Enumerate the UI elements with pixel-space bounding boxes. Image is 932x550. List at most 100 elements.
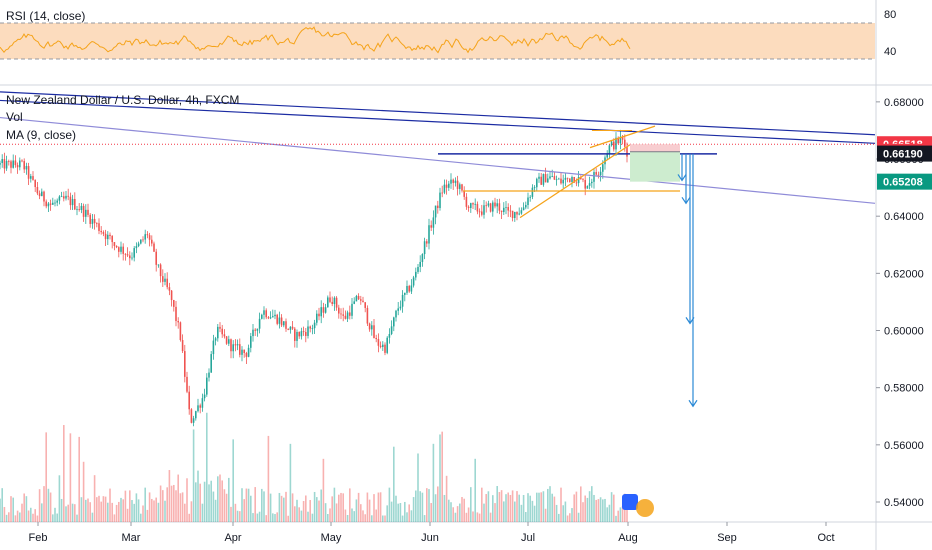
volume-bar [100, 501, 102, 522]
candle-body [459, 184, 461, 189]
candle-body [124, 253, 127, 255]
volume-bar [151, 498, 153, 522]
candle-body [245, 352, 248, 357]
volume-bar [580, 486, 582, 522]
candle-body [529, 196, 531, 198]
volume-bar [586, 497, 589, 522]
volume-bar [415, 490, 417, 522]
volume-bar [184, 503, 186, 522]
ma-legend: MA (9, close) [6, 128, 76, 142]
candle-body [291, 326, 294, 329]
rsi-tick-40: 40 [884, 46, 896, 58]
volume-bar [474, 458, 476, 522]
volume-bar [481, 487, 483, 522]
candle-body [478, 211, 481, 213]
volume-bar [210, 480, 212, 522]
rsi-label: RSI (14, close) [6, 9, 85, 23]
volume-bar [85, 499, 87, 522]
candle-body [30, 176, 32, 179]
candle-body [527, 197, 529, 206]
volume-bar [368, 499, 371, 522]
candle-body [173, 300, 175, 307]
candle-body [272, 316, 274, 318]
volume-bar [192, 429, 195, 522]
volume-bar [74, 504, 76, 522]
volume-bar [25, 496, 28, 522]
volume-bar [577, 512, 580, 522]
volume-bar [393, 446, 395, 522]
candle-body [102, 232, 105, 234]
volume-bar [426, 488, 428, 522]
volume-bar [199, 483, 201, 522]
candle-body [210, 354, 212, 373]
candle-body [276, 314, 278, 324]
time-tick-label: Sep [717, 532, 737, 544]
volume-bar [153, 500, 155, 522]
candle-body [250, 336, 252, 348]
volume-bar [520, 504, 523, 522]
volume-bar [212, 491, 215, 522]
candle-body [474, 203, 476, 205]
volume-bar [307, 511, 309, 522]
volume-bar [483, 503, 485, 522]
price-tag [877, 145, 932, 162]
candle-body [313, 322, 316, 329]
volume-bar [16, 510, 19, 522]
volume-bar [443, 494, 446, 522]
volume-bar [263, 491, 265, 522]
candle-body [91, 218, 94, 224]
candle-body [63, 196, 65, 199]
candle-body [104, 233, 107, 240]
volume-bar [131, 500, 133, 522]
volume-bar [232, 439, 234, 522]
candle-body [320, 307, 322, 317]
volume-bar [593, 494, 595, 522]
volume-bar [164, 500, 166, 522]
volume-bar [261, 488, 263, 522]
volume-bar [27, 510, 30, 522]
volume-bar [241, 488, 243, 522]
candle-body [487, 203, 490, 206]
volume-bar [371, 515, 373, 522]
candle-body [566, 177, 569, 179]
event-badge[interactable] [622, 494, 654, 517]
volume-bar [584, 495, 586, 522]
candle-body [525, 205, 527, 208]
candle-body [197, 405, 199, 412]
candle-body [520, 210, 523, 214]
candle-body [472, 203, 474, 205]
time-tick-label: Aug [618, 532, 638, 544]
volume-bar [159, 485, 162, 522]
volume-bar [582, 502, 584, 522]
candle-body [412, 277, 415, 286]
volume-bar [487, 491, 490, 522]
volume-bar [316, 497, 318, 522]
volume-bar [265, 515, 267, 522]
candle-body [27, 166, 30, 179]
volume-bar [531, 500, 534, 522]
volume-bar [49, 492, 52, 522]
candle-body [542, 174, 545, 185]
candle-body [181, 340, 184, 352]
volume-bar [267, 435, 270, 522]
candle-body [434, 205, 437, 218]
volume-bar [551, 493, 553, 522]
volume-bar [536, 492, 538, 522]
candle-body [155, 251, 157, 265]
candle-body [560, 178, 562, 184]
candle-body [126, 254, 129, 256]
volume-bar [386, 505, 388, 522]
volume-bar [529, 495, 531, 522]
candle-body [236, 344, 239, 346]
volume-bar [333, 487, 336, 522]
candle-body [199, 405, 201, 408]
volume-bar [129, 490, 131, 522]
volume-bar [41, 503, 43, 522]
candle-body [23, 161, 25, 170]
candle-body [555, 179, 558, 181]
volume-bar [591, 486, 593, 522]
candle-body [571, 177, 573, 182]
candle-body [252, 329, 254, 337]
candle-body [395, 310, 397, 318]
candle-body [428, 225, 430, 244]
